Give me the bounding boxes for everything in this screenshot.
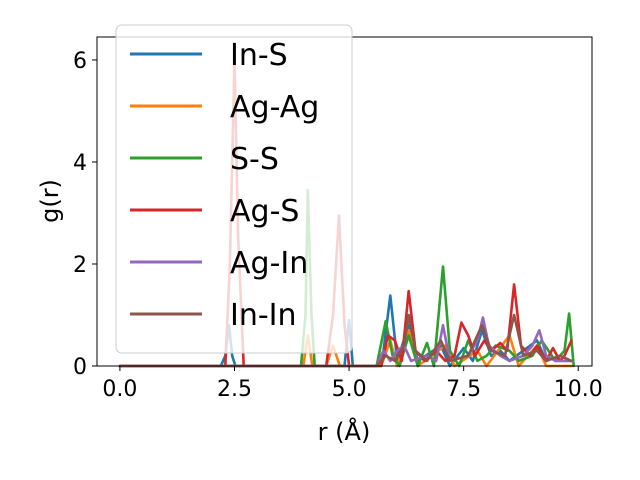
legend-label-ag-in: Ag-In (230, 246, 308, 281)
x-tick-label: 7.5 (446, 377, 481, 402)
y-tick-label: 0 (73, 355, 87, 380)
x-axis: 0.0 2.5 5.0 7.5 10.0 (102, 366, 603, 402)
legend-label-in-s: In-S (230, 38, 288, 73)
x-tick-label: 10.0 (554, 377, 603, 402)
legend: In-S Ag-Ag S-S Ag-S Ag-In In-In (115, 24, 353, 354)
legend-label-ag-ag: Ag-Ag (230, 90, 319, 125)
y-tick-label: 6 (73, 49, 87, 74)
legend-label-s-s: S-S (230, 142, 279, 177)
legend-label-ag-s: Ag-S (230, 194, 299, 229)
x-tick-label: 2.5 (217, 377, 252, 402)
y-tick-label: 4 (73, 151, 87, 176)
y-axis-title: g(r) (36, 179, 64, 223)
y-tick-label: 2 (73, 253, 87, 278)
x-axis-title: r (Å) (318, 417, 371, 446)
y-axis: 0 2 4 6 (73, 49, 97, 380)
legend-label-in-in: In-In (230, 298, 297, 333)
x-tick-label: 0.0 (102, 377, 137, 402)
x-tick-label: 5.0 (332, 377, 367, 402)
series-line-in-in (118, 313, 573, 368)
